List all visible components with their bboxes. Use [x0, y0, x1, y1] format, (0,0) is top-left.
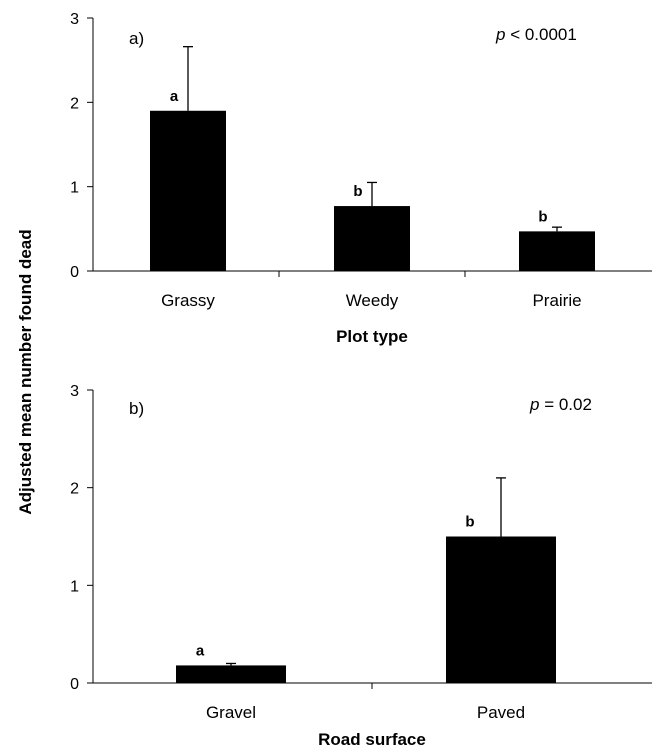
panel-label: b): [129, 399, 144, 418]
bar-weedy: [334, 206, 410, 271]
y-tick-label: 0: [70, 676, 79, 693]
y-tick-label: 3: [70, 11, 79, 28]
y-axis-label: Adjusted mean number found dead: [16, 229, 35, 514]
y-tick-label: 1: [70, 180, 79, 197]
y-tick-label: 2: [70, 95, 79, 112]
bar-prairie: [519, 231, 595, 271]
significance-letter: a: [170, 88, 179, 105]
x-category-label: Grassy: [161, 291, 215, 310]
p-value-annotation: p < 0.0001: [495, 25, 577, 44]
significance-letter: a: [196, 642, 205, 659]
bar-grassy: [150, 110, 226, 272]
x-axis-label: Plot type: [336, 327, 408, 346]
panel-a: a) p < 0.0001 0 1 2 3 a Grassy b Weedy b Prairie…: [70, 11, 652, 346]
y-tick-label: 3: [70, 383, 79, 400]
x-category-label: Weedy: [346, 291, 399, 310]
p-value-annotation: p = 0.02: [529, 395, 592, 414]
y-tick-label: 2: [70, 481, 79, 498]
y-tick-label: 1: [70, 578, 79, 595]
significance-letter: b: [538, 208, 547, 225]
x-category-label: Gravel: [206, 703, 256, 722]
significance-letter: b: [353, 183, 362, 200]
x-category-label: Paved: [477, 703, 525, 722]
bar-gravel: [176, 665, 286, 683]
x-category-label: Prairie: [532, 291, 581, 310]
x-axis-label: Road surface: [318, 730, 426, 749]
panel-b: b) p = 0.02 0 1 2 3 a Gravel b Paved Road surf…: [70, 383, 652, 749]
significance-letter: b: [465, 514, 474, 531]
y-tick-label: 0: [70, 264, 79, 281]
panel-label: a): [129, 29, 144, 48]
bar-paved: [446, 536, 556, 683]
